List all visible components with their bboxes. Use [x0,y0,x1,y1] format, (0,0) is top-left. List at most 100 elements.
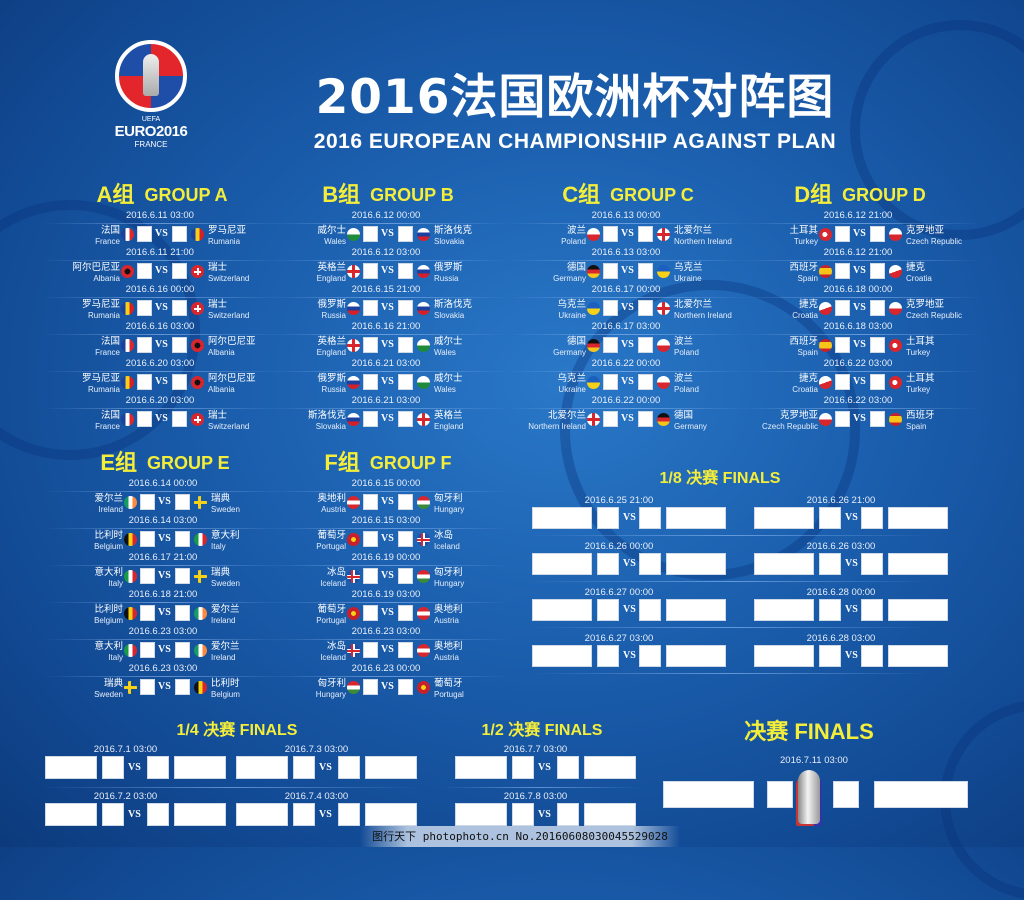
qf2-score1-box[interactable] [293,756,315,779]
away-score-box[interactable] [175,494,190,510]
round16-left-score1-box[interactable] [597,645,619,667]
away-score-box[interactable] [175,531,190,547]
away-score-box[interactable] [870,374,885,390]
home-score-box[interactable] [835,226,850,242]
sf1-team1-box[interactable] [455,756,507,779]
home-score-box[interactable] [363,642,378,658]
round16-right-score2-box[interactable] [861,553,883,575]
round16-left-score2-box[interactable] [639,507,661,529]
round16-right-score1-box[interactable] [819,553,841,575]
qf2-team1-box[interactable] [236,756,288,779]
home-score-box[interactable] [603,226,618,242]
home-score-box[interactable] [137,300,152,316]
round16-right-team2-box[interactable] [888,553,948,575]
sf1-score1-box[interactable] [512,756,534,779]
away-score-box[interactable] [172,300,187,316]
away-score-box[interactable] [398,642,413,658]
away-score-box[interactable] [398,374,413,390]
round16-left-team2-box[interactable] [666,507,726,529]
final-team2-box[interactable] [874,781,968,808]
round16-left-score2-box[interactable] [639,599,661,621]
qf2-score2-box[interactable] [338,756,360,779]
home-score-box[interactable] [363,226,378,242]
round16-left-team2-box[interactable] [666,599,726,621]
away-score-box[interactable] [172,411,187,427]
sf2-score2-box[interactable] [557,803,579,826]
away-score-box[interactable] [172,374,187,390]
home-score-box[interactable] [137,226,152,242]
round16-left-score1-box[interactable] [597,599,619,621]
round16-right-score1-box[interactable] [819,599,841,621]
sf2-team1-box[interactable] [455,803,507,826]
round16-right-team2-box[interactable] [888,645,948,667]
round16-left-score1-box[interactable] [597,507,619,529]
round16-right-score1-box[interactable] [819,645,841,667]
home-score-box[interactable] [603,411,618,427]
qf4-score1-box[interactable] [293,803,315,826]
round16-right-score2-box[interactable] [861,507,883,529]
home-score-box[interactable] [140,494,155,510]
away-score-box[interactable] [870,337,885,353]
away-score-box[interactable] [398,300,413,316]
qf4-team1-box[interactable] [236,803,288,826]
away-score-box[interactable] [175,568,190,584]
sf1-team2-box[interactable] [584,756,636,779]
home-score-box[interactable] [363,679,378,695]
away-score-box[interactable] [172,263,187,279]
away-score-box[interactable] [172,337,187,353]
round16-right-team1-box[interactable] [754,507,814,529]
away-score-box[interactable] [398,337,413,353]
qf2-team2-box[interactable] [365,756,417,779]
away-score-box[interactable] [870,411,885,427]
home-score-box[interactable] [603,263,618,279]
round16-left-team1-box[interactable] [532,645,592,667]
away-score-box[interactable] [398,494,413,510]
home-score-box[interactable] [140,531,155,547]
round16-right-team1-box[interactable] [754,553,814,575]
home-score-box[interactable] [137,263,152,279]
qf3-team2-box[interactable] [174,803,226,826]
home-score-box[interactable] [140,642,155,658]
home-score-box[interactable] [835,263,850,279]
sf2-team2-box[interactable] [584,803,636,826]
away-score-box[interactable] [398,605,413,621]
away-score-box[interactable] [638,374,653,390]
home-score-box[interactable] [140,568,155,584]
round16-right-score2-box[interactable] [861,645,883,667]
round16-left-team1-box[interactable] [532,507,592,529]
home-score-box[interactable] [137,411,152,427]
away-score-box[interactable] [172,226,187,242]
home-score-box[interactable] [363,494,378,510]
away-score-box[interactable] [398,531,413,547]
round16-right-team2-box[interactable] [888,599,948,621]
home-score-box[interactable] [140,679,155,695]
round16-left-team2-box[interactable] [666,553,726,575]
away-score-box[interactable] [638,337,653,353]
round16-right-score2-box[interactable] [861,599,883,621]
qf3-score2-box[interactable] [147,803,169,826]
home-score-box[interactable] [835,374,850,390]
qf3-score1-box[interactable] [102,803,124,826]
final-team1-box[interactable] [663,781,754,808]
final-score1-box[interactable] [767,781,793,808]
sf1-score2-box[interactable] [557,756,579,779]
away-score-box[interactable] [638,300,653,316]
qf3-team1-box[interactable] [45,803,97,826]
away-score-box[interactable] [870,263,885,279]
away-score-box[interactable] [638,411,653,427]
round16-left-score1-box[interactable] [597,553,619,575]
round16-left-score2-box[interactable] [639,645,661,667]
home-score-box[interactable] [363,263,378,279]
home-score-box[interactable] [603,337,618,353]
sf2-score1-box[interactable] [512,803,534,826]
home-score-box[interactable] [835,300,850,316]
home-score-box[interactable] [603,300,618,316]
qf4-team2-box[interactable] [365,803,417,826]
home-score-box[interactable] [363,531,378,547]
away-score-box[interactable] [870,226,885,242]
home-score-box[interactable] [363,374,378,390]
away-score-box[interactable] [870,300,885,316]
home-score-box[interactable] [835,337,850,353]
round16-left-score2-box[interactable] [639,553,661,575]
away-score-box[interactable] [175,642,190,658]
